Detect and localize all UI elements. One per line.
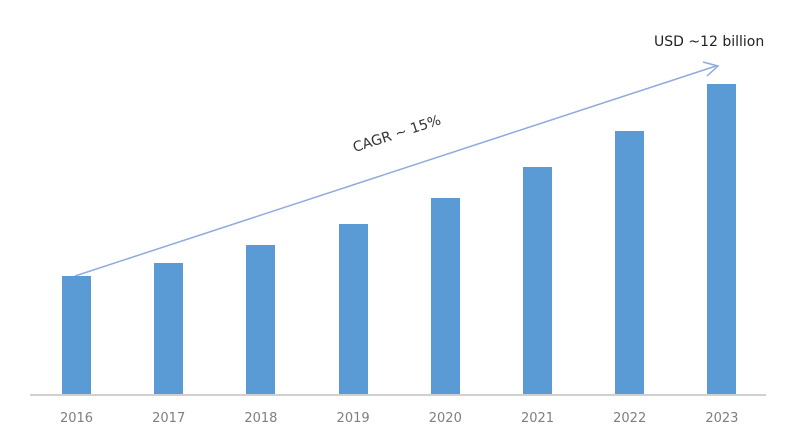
bar-2017 (154, 262, 184, 395)
bar-2022 (615, 130, 645, 395)
x-tick-label: 2016 (59, 411, 94, 426)
x-tick-label: 2018 (244, 411, 278, 426)
bar-2021 (523, 166, 552, 395)
x-axis-line (30, 394, 766, 396)
x-tick-label: 2020 (428, 411, 462, 426)
x-tick-label: 2022 (613, 411, 647, 426)
bar-2019 (338, 223, 368, 395)
x-tick-label: 2021 (520, 411, 555, 426)
bar-2020 (430, 198, 460, 395)
x-tick-label: 2019 (336, 411, 370, 426)
x-tick-label: 2017 (152, 411, 186, 426)
end-value-annotation: USD ~12 billion (654, 34, 765, 50)
bar-2023 (707, 84, 737, 395)
bar-2016 (62, 275, 91, 395)
x-tick-label: 2023 (705, 411, 739, 426)
bar-2018 (246, 244, 276, 395)
